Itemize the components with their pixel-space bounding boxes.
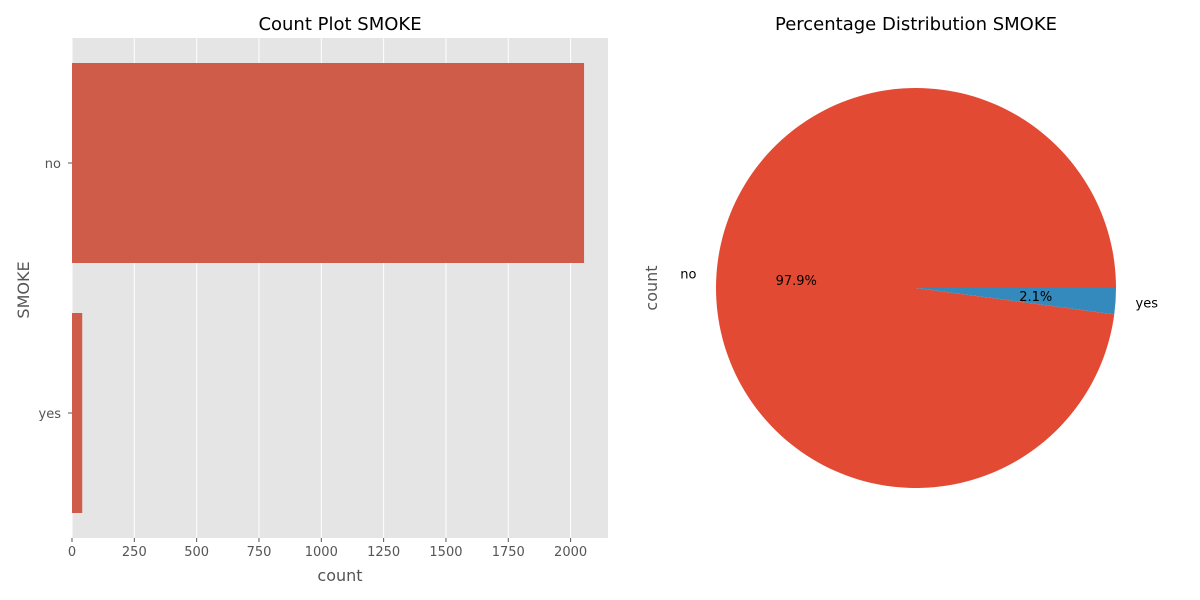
bar-x-tick-label: 1750 bbox=[492, 545, 525, 560]
pie-slice-yes bbox=[916, 288, 1116, 315]
bar-chart-title: Count Plot SMOKE bbox=[258, 14, 421, 35]
bar-x-ticks: 0 250 500 750 1000 1250 1500 1750 2000 bbox=[68, 538, 587, 560]
bar-no bbox=[72, 63, 585, 263]
pie-slices bbox=[715, 87, 1116, 488]
pie-percent-no: 97.9% bbox=[776, 274, 817, 289]
bar-x-tick-label: 250 bbox=[122, 545, 147, 560]
pie-label-yes: yes bbox=[1136, 297, 1159, 312]
bar-x-axis-label: count bbox=[317, 566, 362, 585]
bar-y-tick-label: no bbox=[45, 157, 61, 172]
count-bar-chart: no yes 0 250 500 750 1000 1250 1500 1750 2000 Cou… bbox=[14, 14, 608, 585]
bar-x-tick-label: 500 bbox=[184, 545, 209, 560]
bar-x-tick-label: 750 bbox=[247, 545, 272, 560]
bar-y-axis-label: SMOKE bbox=[14, 261, 33, 318]
percentage-pie-chart: Percentage Distribution SMOKE count no 97… bbox=[642, 14, 1158, 488]
pie-y-axis-label: count bbox=[642, 265, 661, 310]
pie-chart-title: Percentage Distribution SMOKE bbox=[775, 14, 1057, 35]
pie-labels: no 97.9% yes 2.1% bbox=[680, 267, 1158, 311]
bar-y-tick-label: yes bbox=[39, 407, 62, 422]
bar-y-ticks: no yes bbox=[39, 157, 72, 422]
bar-x-tick-label: 1250 bbox=[367, 545, 400, 560]
bar-x-tick-label: 2000 bbox=[554, 545, 587, 560]
pie-percent-yes: 2.1% bbox=[1019, 290, 1052, 305]
bar-series bbox=[72, 63, 585, 513]
pie-slice-no bbox=[715, 87, 1116, 488]
bar-x-tick-label: 0 bbox=[68, 545, 76, 560]
bar-x-tick-label: 1500 bbox=[429, 545, 462, 560]
bar-yes bbox=[72, 313, 83, 513]
bar-x-tick-label: 1000 bbox=[305, 545, 338, 560]
pie-label-no: no bbox=[680, 267, 696, 282]
